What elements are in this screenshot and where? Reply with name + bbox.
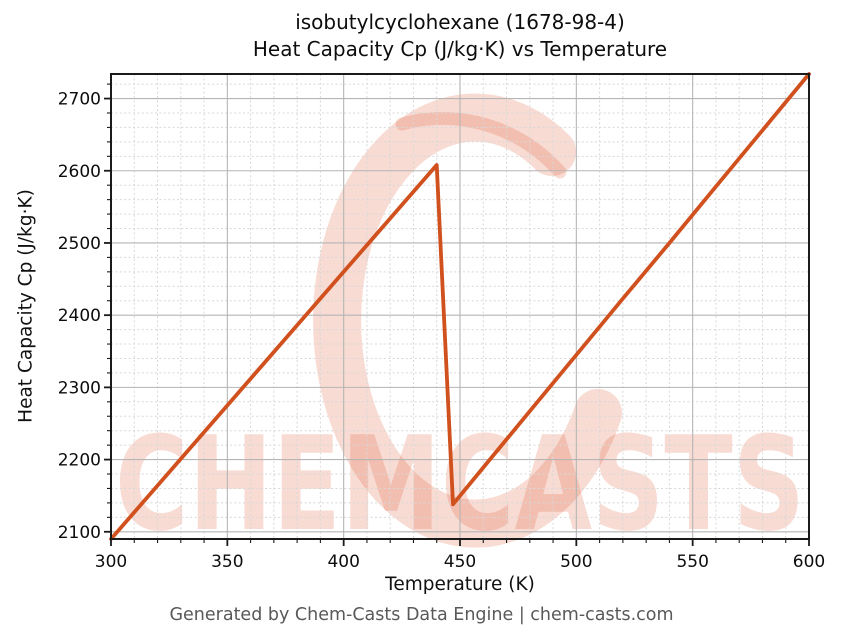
chart-title-line1: isobutylcyclohexane (1678-98-4) — [295, 10, 625, 34]
axis-tick-labels: 300 350 400 450 500 550 600 2100 2200 2300 2400 250… — [58, 90, 825, 572]
y-tick-label: 2200 — [58, 451, 101, 471]
y-tick-label: 2500 — [58, 234, 101, 254]
footer-text: Generated by Chem-Casts Data Engine | ch… — [169, 605, 674, 625]
axis-ticks — [104, 83, 810, 546]
chart-title: isobutylcyclohexane (1678-98-4) Heat Cap… — [111, 9, 809, 63]
x-tick-label: 600 — [793, 552, 825, 572]
y-tick-label: 2400 — [58, 306, 101, 326]
series-line — [109, 72, 811, 541]
y-tick-label: 2700 — [58, 90, 101, 110]
x-tick-label: 350 — [211, 552, 243, 572]
y-tick-label: 2600 — [58, 162, 101, 182]
x-axis-label: Temperature (K) — [385, 574, 535, 595]
x-tick-label: 300 — [95, 552, 127, 572]
chemcasts-logo-icon — [313, 93, 622, 548]
data-line — [109, 72, 811, 541]
x-tick-label: 500 — [560, 552, 592, 572]
y-tick-label: 2100 — [58, 523, 101, 543]
x-tick-label: 550 — [676, 552, 708, 572]
x-tick-label: 450 — [444, 552, 476, 572]
y-axis-label: Heat Capacity Cp (J/kg·K) — [15, 189, 37, 423]
y-tick-label: 2300 — [58, 378, 101, 398]
chart-title-line2: Heat Capacity Cp (J/kg·K) vs Temperature — [252, 37, 668, 61]
x-tick-label: 400 — [327, 552, 359, 572]
